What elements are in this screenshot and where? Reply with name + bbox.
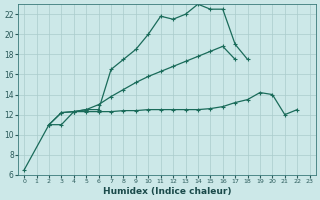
X-axis label: Humidex (Indice chaleur): Humidex (Indice chaleur) — [103, 187, 231, 196]
